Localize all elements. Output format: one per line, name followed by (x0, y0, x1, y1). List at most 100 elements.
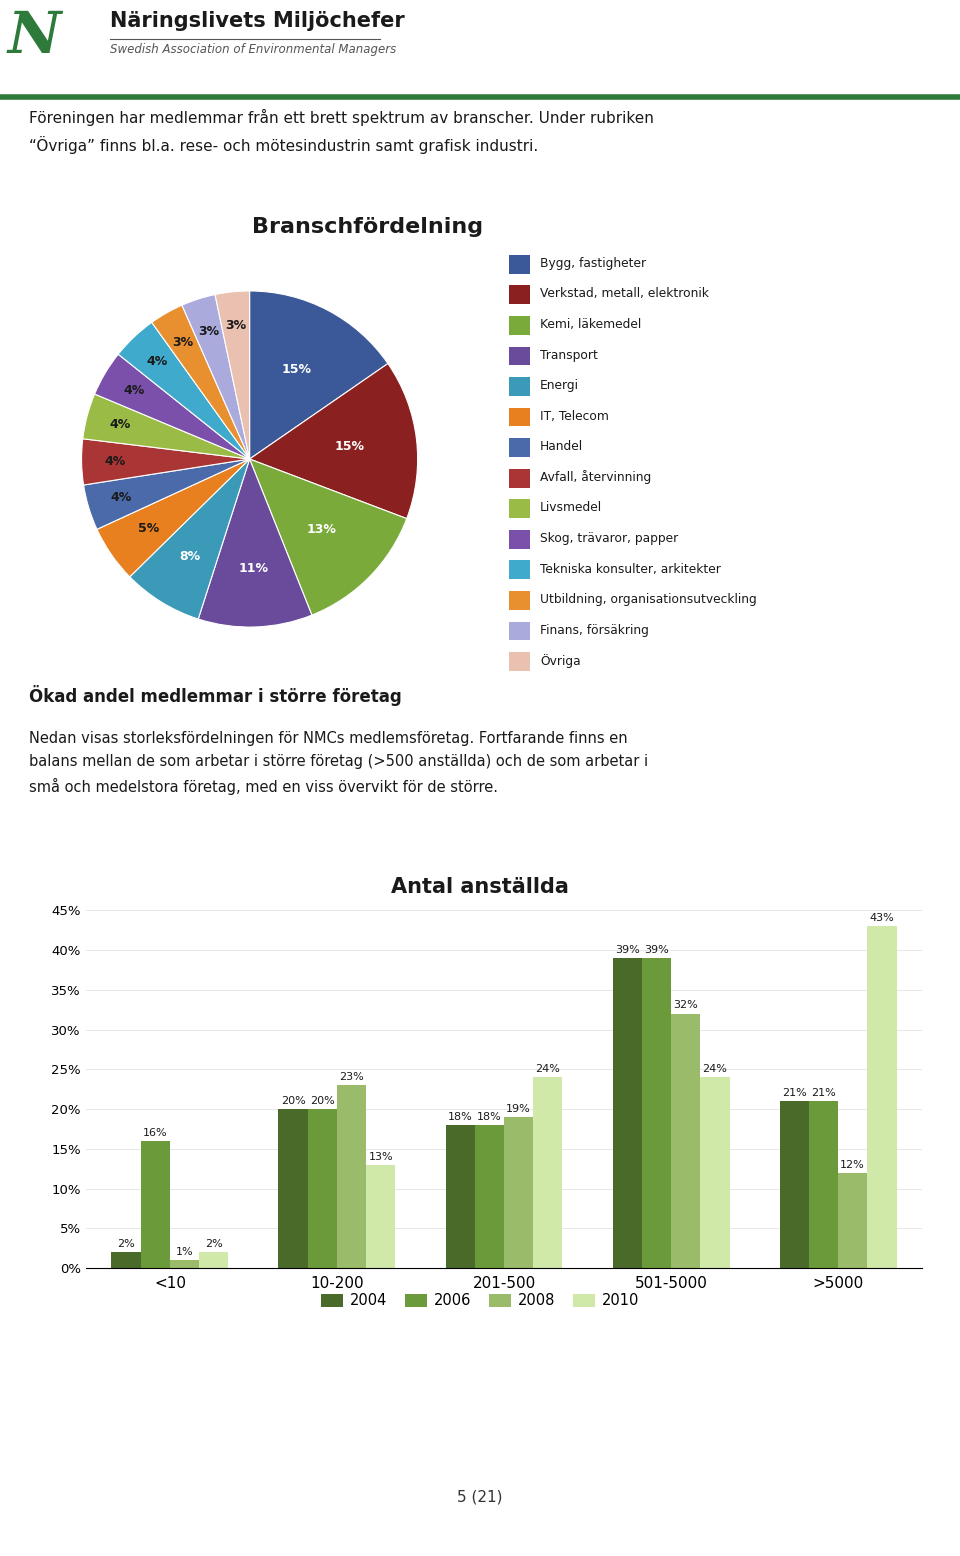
Text: IT, Telecom: IT, Telecom (540, 409, 610, 423)
Bar (509, 621, 530, 641)
Text: 20%: 20% (310, 1095, 335, 1106)
Text: 3%: 3% (198, 325, 219, 338)
Bar (509, 377, 530, 395)
Wedge shape (215, 291, 250, 459)
Wedge shape (118, 322, 250, 459)
Text: 16%: 16% (143, 1128, 168, 1137)
Text: 18%: 18% (477, 1113, 502, 1122)
Text: Verkstad, metall, elektronik: Verkstad, metall, elektronik (540, 288, 709, 300)
Bar (509, 560, 530, 579)
Bar (509, 316, 530, 335)
Text: Övriga: Övriga (540, 654, 581, 668)
Bar (308, 1109, 337, 1268)
Bar (533, 1077, 563, 1268)
Bar (642, 958, 671, 1268)
Text: Näringslivets Miljöchefer: Näringslivets Miljöchefer (110, 11, 405, 31)
Text: 39%: 39% (614, 944, 639, 955)
Bar (700, 1077, 730, 1268)
Text: 18%: 18% (447, 1113, 472, 1122)
Text: Avfall, återvinning: Avfall, återvinning (540, 470, 652, 484)
Bar (445, 1125, 475, 1268)
Text: N: N (8, 9, 61, 65)
Text: 11%: 11% (238, 562, 269, 574)
Bar (809, 1102, 838, 1268)
Bar (838, 1173, 867, 1268)
Text: 4%: 4% (105, 454, 126, 468)
Text: Skog, trävaror, papper: Skog, trävaror, papper (540, 532, 679, 545)
Text: 15%: 15% (335, 440, 365, 453)
Text: Energi: Energi (540, 380, 579, 392)
Text: Transport: Transport (540, 349, 598, 361)
Text: 32%: 32% (673, 1001, 698, 1010)
Text: Branschfördelning: Branschfördelning (252, 218, 483, 237)
Bar (170, 1260, 199, 1268)
Bar (509, 439, 530, 457)
Wedge shape (83, 394, 250, 459)
Bar (111, 1253, 141, 1268)
Wedge shape (182, 294, 250, 459)
Text: Antal anställda: Antal anställda (391, 878, 569, 896)
Text: 20%: 20% (280, 1095, 305, 1106)
Text: 21%: 21% (781, 1088, 806, 1099)
Bar (509, 468, 530, 487)
Bar (509, 255, 530, 274)
Wedge shape (198, 459, 312, 627)
Text: Livsmedel: Livsmedel (540, 501, 602, 515)
Text: Handel: Handel (540, 440, 584, 453)
Wedge shape (250, 459, 407, 615)
Bar (671, 1013, 700, 1268)
Text: 39%: 39% (644, 944, 669, 955)
Text: 4%: 4% (110, 492, 132, 504)
Bar (780, 1102, 809, 1268)
Text: 15%: 15% (281, 363, 311, 377)
Bar (509, 347, 530, 366)
Text: 19%: 19% (506, 1103, 531, 1114)
Text: 12%: 12% (840, 1159, 865, 1170)
Bar (475, 1125, 504, 1268)
Wedge shape (250, 364, 418, 518)
Bar (509, 531, 530, 549)
Text: 4%: 4% (123, 384, 145, 397)
Text: Ökad andel medlemmar i större företag: Ökad andel medlemmar i större företag (29, 685, 401, 705)
Text: 3%: 3% (226, 319, 247, 331)
Text: Utbildning, organisationsutveckling: Utbildning, organisationsutveckling (540, 593, 757, 607)
Wedge shape (130, 459, 250, 619)
Text: 24%: 24% (703, 1064, 728, 1074)
Bar (504, 1117, 533, 1268)
Text: 4%: 4% (147, 355, 168, 369)
Text: 5 (21): 5 (21) (457, 1489, 503, 1505)
Text: 13%: 13% (369, 1151, 394, 1162)
Bar (366, 1165, 396, 1268)
Text: 21%: 21% (811, 1088, 836, 1099)
Text: 2%: 2% (204, 1239, 223, 1249)
Text: 1%: 1% (176, 1246, 193, 1257)
Text: 43%: 43% (870, 913, 895, 923)
Text: 2%: 2% (117, 1239, 135, 1249)
Text: Nedan visas storleksfördelningen för NMCs medlemsföretag. Fortfarande finns en
b: Nedan visas storleksfördelningen för NMC… (29, 731, 648, 795)
Text: 13%: 13% (306, 523, 336, 537)
Wedge shape (250, 291, 388, 459)
Text: Tekniska konsulter, arkitekter: Tekniska konsulter, arkitekter (540, 563, 721, 576)
Wedge shape (84, 459, 250, 529)
Text: Swedish Association of Environmental Managers: Swedish Association of Environmental Man… (110, 44, 396, 56)
Bar (337, 1085, 366, 1268)
Bar (509, 408, 530, 426)
Bar (278, 1109, 308, 1268)
Text: 4%: 4% (109, 419, 131, 431)
Bar (199, 1253, 228, 1268)
Text: Finans, försäkring: Finans, försäkring (540, 624, 649, 636)
Bar (867, 926, 897, 1268)
Wedge shape (152, 305, 250, 459)
Text: Föreningen har medlemmar från ett brett spektrum av branscher. Under rubriken
“Ö: Föreningen har medlemmar från ett brett … (29, 109, 654, 154)
Bar (509, 652, 530, 671)
Wedge shape (97, 459, 250, 577)
Text: 23%: 23% (339, 1072, 364, 1081)
Wedge shape (82, 439, 250, 485)
Text: 5%: 5% (138, 523, 159, 535)
Bar (612, 958, 642, 1268)
Text: 3%: 3% (173, 336, 194, 349)
Bar (509, 285, 530, 305)
Wedge shape (95, 355, 250, 459)
Text: Bygg, fastigheter: Bygg, fastigheter (540, 257, 646, 269)
Legend: 2004, 2006, 2008, 2010: 2004, 2006, 2008, 2010 (315, 1287, 645, 1315)
